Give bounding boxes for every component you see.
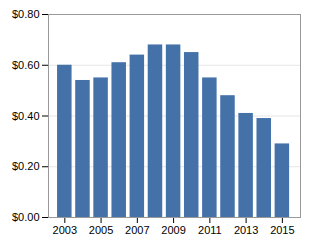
svg-text:$0.00: $0.00 [12,211,40,223]
svg-text:2007: 2007 [125,224,149,236]
svg-text:2009: 2009 [161,224,185,236]
svg-text:$0.40: $0.40 [12,110,40,122]
svg-text:$0.20: $0.20 [12,160,40,172]
svg-text:$0.60: $0.60 [12,59,40,71]
svg-text:2005: 2005 [89,224,113,236]
svg-text:2013: 2013 [234,224,258,236]
svg-text:$0.80: $0.80 [12,8,40,20]
svg-text:2003: 2003 [53,224,77,236]
svg-text:2011: 2011 [198,224,222,236]
svg-text:2015: 2015 [270,224,294,236]
